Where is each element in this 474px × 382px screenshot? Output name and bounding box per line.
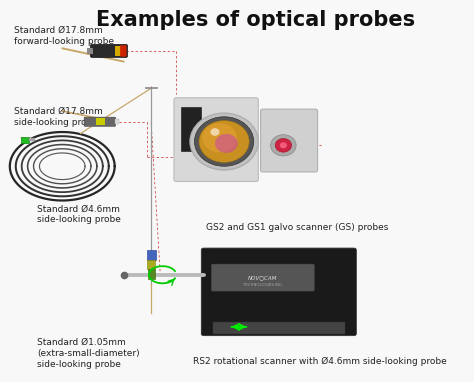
Text: Examples of optical probes: Examples of optical probes — [96, 10, 416, 30]
Text: NOV○CAM: NOV○CAM — [248, 275, 278, 280]
Bar — [115, 45, 120, 56]
FancyBboxPatch shape — [201, 248, 356, 336]
Bar — [29, 138, 35, 141]
Circle shape — [190, 113, 258, 170]
Circle shape — [275, 139, 292, 152]
Text: RS2 rotational scanner with Ø4.6mm side-looking probe: RS2 rotational scanner with Ø4.6mm side-… — [193, 356, 447, 366]
Bar — [21, 137, 29, 142]
Circle shape — [199, 121, 249, 162]
Text: GS2 and GS1 galvo scanner (GS) probes: GS2 and GS1 galvo scanner (GS) probes — [206, 223, 388, 232]
Circle shape — [194, 117, 254, 166]
Bar — [115, 119, 119, 125]
Text: Standard Ø17.8mm
side-looking probe: Standard Ø17.8mm side-looking probe — [14, 107, 103, 127]
FancyBboxPatch shape — [84, 117, 116, 126]
Text: Standard Ø1.05mm
(extra-small-diameter)
side-looking probe: Standard Ø1.05mm (extra-small-diameter) … — [37, 338, 140, 369]
Circle shape — [280, 142, 287, 148]
Bar — [87, 48, 93, 54]
Text: Standard Ø17.8mm
forward-looking probe: Standard Ø17.8mm forward-looking probe — [14, 26, 114, 45]
Circle shape — [202, 123, 237, 152]
FancyBboxPatch shape — [91, 44, 128, 57]
Bar — [146, 250, 156, 259]
Bar — [147, 259, 155, 269]
Bar — [181, 107, 201, 151]
Text: TECHNOLOGIES INC.: TECHNOLOGIES INC. — [243, 283, 283, 287]
Circle shape — [271, 135, 296, 156]
Bar — [96, 118, 105, 125]
FancyBboxPatch shape — [174, 98, 258, 181]
Circle shape — [210, 128, 219, 136]
Circle shape — [215, 134, 238, 153]
Bar — [147, 269, 155, 278]
FancyBboxPatch shape — [211, 264, 314, 291]
Bar — [213, 322, 345, 334]
FancyBboxPatch shape — [120, 45, 127, 57]
FancyBboxPatch shape — [261, 109, 318, 172]
Text: Standard Ø4.6mm
side-looking probe: Standard Ø4.6mm side-looking probe — [37, 204, 121, 224]
